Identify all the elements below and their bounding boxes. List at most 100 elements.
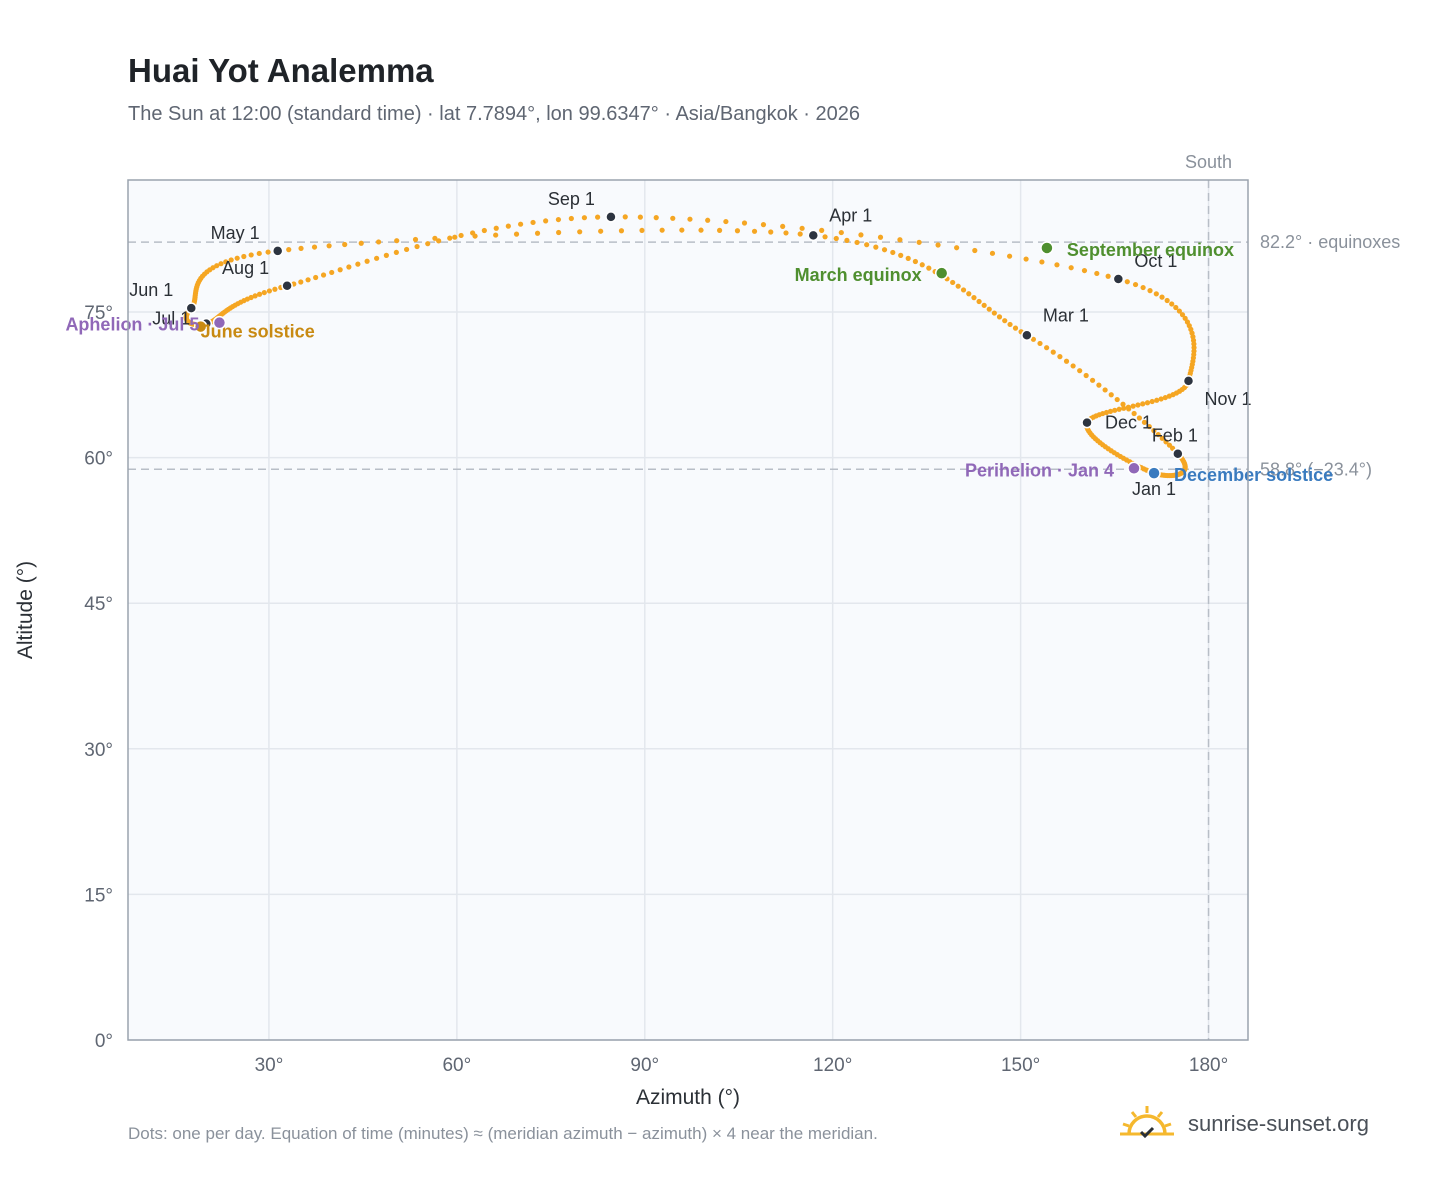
daily-sun-dot bbox=[311, 244, 318, 250]
month-marker-label: Nov 1 bbox=[1204, 389, 1251, 409]
daily-sun-dot bbox=[1155, 431, 1161, 438]
daily-sun-dot bbox=[505, 223, 511, 229]
daily-sun-dot bbox=[555, 216, 562, 223]
daily-sun-dot bbox=[358, 240, 364, 246]
month-marker-label: Sep 1 bbox=[548, 189, 595, 209]
daily-sun-dot bbox=[1044, 345, 1050, 351]
daily-sun-dot bbox=[1121, 405, 1127, 411]
daily-sun-dot bbox=[639, 227, 645, 234]
y-tick-label: 45° bbox=[84, 594, 113, 615]
daily-sun-dot bbox=[687, 216, 693, 222]
month-marker-dot bbox=[807, 229, 820, 242]
daily-sun-dot bbox=[1116, 406, 1122, 412]
daily-sun-dot bbox=[916, 239, 922, 245]
month-marker-label: Feb 1 bbox=[1152, 426, 1198, 446]
meridian-label: South bbox=[1185, 152, 1232, 172]
daily-sun-dot bbox=[618, 228, 625, 234]
daily-sun-dot bbox=[1151, 428, 1157, 434]
y-axis-title: Altitude (°) bbox=[14, 561, 37, 659]
x-tick-label: 120° bbox=[813, 1055, 852, 1076]
x-axis-title: Azimuth (°) bbox=[636, 1086, 740, 1109]
y-tick-label: 30° bbox=[84, 740, 113, 761]
daily-sun-dot bbox=[1144, 400, 1151, 406]
month-marker-dot bbox=[281, 280, 293, 292]
daily-sun-dot bbox=[1146, 423, 1152, 430]
daily-sun-dot bbox=[1063, 358, 1070, 364]
daily-sun-dot bbox=[1105, 273, 1111, 279]
daily-sun-dot bbox=[286, 247, 292, 253]
month-marker-label: Dec 1 bbox=[1105, 413, 1152, 433]
daily-sun-dot bbox=[1176, 308, 1182, 314]
daily-sun-dot bbox=[905, 255, 911, 261]
event-marker-dot bbox=[193, 319, 208, 334]
daily-sun-dot bbox=[783, 230, 789, 236]
daily-sun-dot bbox=[960, 287, 967, 293]
daily-sun-dot bbox=[493, 232, 499, 238]
event-marker-label: Perihelion · Jan 4 bbox=[965, 460, 1114, 480]
daily-sun-dot bbox=[1030, 336, 1037, 342]
daily-sun-dot bbox=[723, 218, 729, 225]
daily-sun-dot bbox=[1135, 402, 1141, 408]
daily-sun-dot bbox=[1130, 403, 1136, 409]
daily-sun-dot bbox=[452, 234, 458, 240]
event-marker-dot bbox=[1127, 461, 1141, 476]
daily-sun-dot bbox=[403, 246, 410, 253]
daily-sun-dot bbox=[996, 314, 1003, 320]
daily-sun-dot bbox=[991, 310, 997, 316]
daily-sun-dot bbox=[1107, 408, 1114, 414]
month-marker-dot bbox=[185, 302, 198, 314]
daily-sun-dot bbox=[898, 252, 904, 258]
event-marker-dot bbox=[1040, 241, 1054, 255]
daily-sun-dot bbox=[241, 253, 247, 260]
month-marker-dot bbox=[1182, 375, 1195, 387]
plot-area bbox=[128, 180, 1248, 1040]
daily-sun-dot bbox=[734, 228, 741, 234]
event-marker-label: September equinox bbox=[1067, 240, 1234, 260]
daily-sun-dot bbox=[897, 237, 903, 243]
daily-sun-dot bbox=[256, 291, 263, 297]
month-marker-label: Jan 1 bbox=[1132, 479, 1176, 499]
daily-sun-dot bbox=[342, 241, 348, 248]
daily-sun-dot bbox=[919, 262, 925, 268]
daily-sun-dot bbox=[1166, 393, 1172, 399]
daily-sun-dot bbox=[1094, 270, 1100, 277]
month-marker-dot bbox=[1112, 273, 1125, 285]
daily-sun-dot bbox=[543, 218, 549, 224]
y-tick-label: 0° bbox=[95, 1031, 113, 1052]
month-marker-dot bbox=[1172, 447, 1184, 460]
daily-sun-dot bbox=[1131, 410, 1137, 417]
daily-sun-dot bbox=[1159, 435, 1165, 441]
daily-sun-dot bbox=[414, 243, 420, 250]
x-tick-label: 180° bbox=[1189, 1055, 1228, 1076]
event-marker-dot bbox=[1147, 466, 1161, 480]
daily-sun-dot bbox=[393, 249, 399, 256]
daily-sun-dot bbox=[950, 279, 956, 286]
month-marker-label: Mar 1 bbox=[1043, 305, 1089, 325]
event-marker-dot bbox=[212, 315, 227, 330]
daily-sun-dot bbox=[1159, 294, 1165, 300]
daily-sun-dot bbox=[493, 225, 499, 231]
daily-sun-dot bbox=[394, 238, 400, 244]
daily-sun-dot bbox=[873, 244, 879, 250]
brand[interactable]: sunrise-sunset.org bbox=[1120, 1100, 1369, 1148]
daily-sun-dot bbox=[751, 228, 758, 234]
daily-sun-dot bbox=[364, 258, 370, 264]
daily-sun-dot bbox=[705, 217, 711, 223]
daily-sun-dot bbox=[986, 306, 992, 312]
y-tick-label: 75° bbox=[84, 303, 113, 324]
daily-sun-dot bbox=[981, 302, 987, 308]
daily-sun-dot bbox=[716, 227, 723, 233]
y-tick-label: 15° bbox=[84, 885, 113, 906]
daily-sun-dot bbox=[797, 231, 803, 237]
daily-sun-dot bbox=[1039, 259, 1045, 265]
daily-sun-dot bbox=[1070, 363, 1076, 369]
month-marker-dot bbox=[1081, 416, 1093, 429]
daily-sun-dot bbox=[864, 242, 870, 248]
daily-sun-dot bbox=[1140, 284, 1146, 291]
daily-sun-dot bbox=[679, 227, 685, 233]
event-marker-label: December solstice bbox=[1174, 465, 1333, 485]
x-tick-label: 90° bbox=[630, 1055, 659, 1076]
brand-name: sunrise-sunset.org bbox=[1188, 1111, 1369, 1136]
daily-sun-dot bbox=[1068, 265, 1074, 271]
daily-sun-dot bbox=[1149, 398, 1155, 405]
